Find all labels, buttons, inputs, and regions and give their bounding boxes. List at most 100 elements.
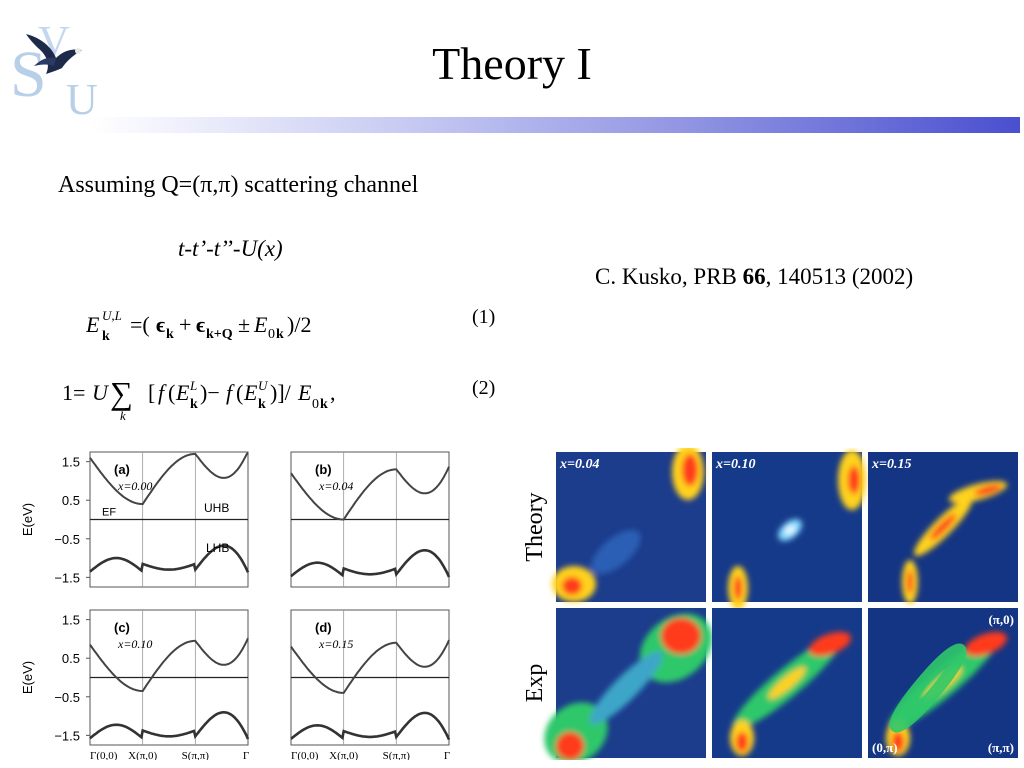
reference-suffix: , 140513 (2002) [765,264,914,289]
assumption-text: Assuming Q=(π,π) scattering channel [58,172,419,198]
intensity-blob [661,618,701,654]
svg-text:0: 0 [312,397,319,412]
svg-text:k: k [166,327,174,342]
svg-text:E: E [253,312,268,337]
intensity-blob [682,454,698,486]
svg-text:)]/: )]/ [270,380,292,405]
lhb-label: LHB [206,541,229,555]
band-panel: (d) x=0.15 Γ(0,0) X(π,0) S(π,π) Γ [290,609,451,760]
reference-prefix: C. Kusko, PRB [595,264,743,289]
y-tick-label: −1.5 [54,570,80,585]
y-tick-label: −0.5 [54,532,80,547]
y-tick-label: −1.5 [54,728,80,743]
svg-text:+: + [179,312,191,337]
y-tick-label: 0.5 [62,493,80,508]
y-tick-label: 1.5 [62,455,80,470]
svg-text:ϵ: ϵ [196,312,205,337]
svg-text:k: k [102,329,110,344]
doping-label: x=0.10 [117,637,152,651]
svg-text:1=: 1= [62,380,85,405]
x-tick-label: Γ(0,0) [291,750,319,760]
intensity-blob [556,732,584,760]
intensity-blob [892,732,904,752]
lower-band-curve [290,549,451,578]
lower-band-curve [290,711,451,741]
lower-band-curve [89,544,250,573]
svg-text:)/2: )/2 [287,312,311,337]
intensity-blob [768,666,806,700]
column-label: x=0.04 [559,457,599,472]
model-text: t-t’-t’’-U(x) [178,236,283,261]
upper-band-curve [290,466,450,521]
spectral-map-panel [868,608,1018,758]
x-tick-label: Γ [444,750,450,760]
reference-citation: C. Kusko, PRB 66, 140513 (2002) [595,264,913,290]
fermi-label: EF [102,507,116,519]
title-underline-bar [92,117,1020,133]
svg-text:0: 0 [268,327,275,342]
uhb-label: UHB [204,501,229,515]
svg-text:±: ± [238,312,250,337]
y-tick-label: −0.5 [54,690,80,705]
doping-label: x=0.00 [117,479,152,493]
band-structure-figure: (a) x=0.00 UHB LHB EF 1.5 0.5 −0.5 −1.5 E(eV) (b) x… [20,451,451,760]
map-features [552,448,704,602]
svg-text:f: f [226,380,235,405]
equation-1-number: (1) [472,306,496,328]
y-tick-label: 1.5 [62,613,80,628]
svg-text:k: k [320,397,328,412]
x-tick-label: X(π,0) [128,750,157,760]
spectral-map-panel [868,452,1018,604]
corner-label-0-pi: (0,π) [872,740,898,755]
svg-text:k: k [276,327,284,342]
svg-text:,: , [330,380,336,405]
equation-1: E k U,L =( ϵ k + ϵ k+Q ± E 0 k )/2 [86,308,311,344]
svg-text:∑: ∑ [110,375,133,411]
svg-text:E: E [243,380,258,405]
svg-text:E: E [297,380,312,405]
slide-title: Theory I [432,38,592,89]
lower-band-curve [89,711,250,740]
intensity-blob [848,466,860,494]
intensity-blob [974,484,1002,496]
svg-text:(: ( [236,380,243,405]
upper-band-curve [290,639,450,694]
column-label: x=0.15 [871,457,911,472]
map-features [730,631,851,756]
x-tick-label: X(π,0) [329,750,358,760]
svg-text:E: E [175,380,190,405]
panel-label: (c) [114,620,130,635]
column-label: x=0.10 [715,457,755,472]
fermi-arc [889,643,967,733]
intensity-blob [589,651,663,725]
intensity-blob [809,631,851,657]
band-panel: (c) x=0.10 1.5 0.5 −0.5 −1.5 E(eV) Γ(0,0) X(π,0)… [20,609,250,760]
map-features [902,481,1008,604]
x-tick-label: Γ [243,750,249,760]
reference-volume: 66 [742,264,766,289]
intensity-blob [591,529,641,575]
panel-label: (a) [114,462,130,477]
intensity-blob [562,577,582,595]
svg-text:U: U [92,380,110,405]
svg-text:k: k [120,408,126,422]
corner-label-pi-0: (π,0) [988,612,1014,627]
spectral-map-panel [552,448,706,602]
row-label-theory: Theory [522,492,548,561]
logo-letter-u: U [66,75,98,120]
svg-text:(: ( [168,380,175,405]
upper-band-curve [89,452,249,506]
intensity-blob [907,570,913,594]
svg-text:f: f [158,380,167,405]
panel-label: (b) [315,462,332,477]
equation-2-number: (2) [472,377,496,399]
spectral-map-panel [712,450,866,610]
y-tick-label: 0.5 [62,651,80,666]
svg-text:E: E [86,312,100,337]
spectral-maps-figure: Theory Exp x=0.04 x=0.10 x=0.15 (π,0) (0,π) (π,… [522,448,1018,760]
doping-label: x=0.15 [318,637,353,651]
band-panel: (a) x=0.00 UHB LHB EF 1.5 0.5 −0.5 −1.5 E(eV) [20,451,250,588]
panel-label: (d) [315,620,332,635]
upper-band-curve [89,637,249,692]
row-label-exp: Exp [522,664,548,703]
